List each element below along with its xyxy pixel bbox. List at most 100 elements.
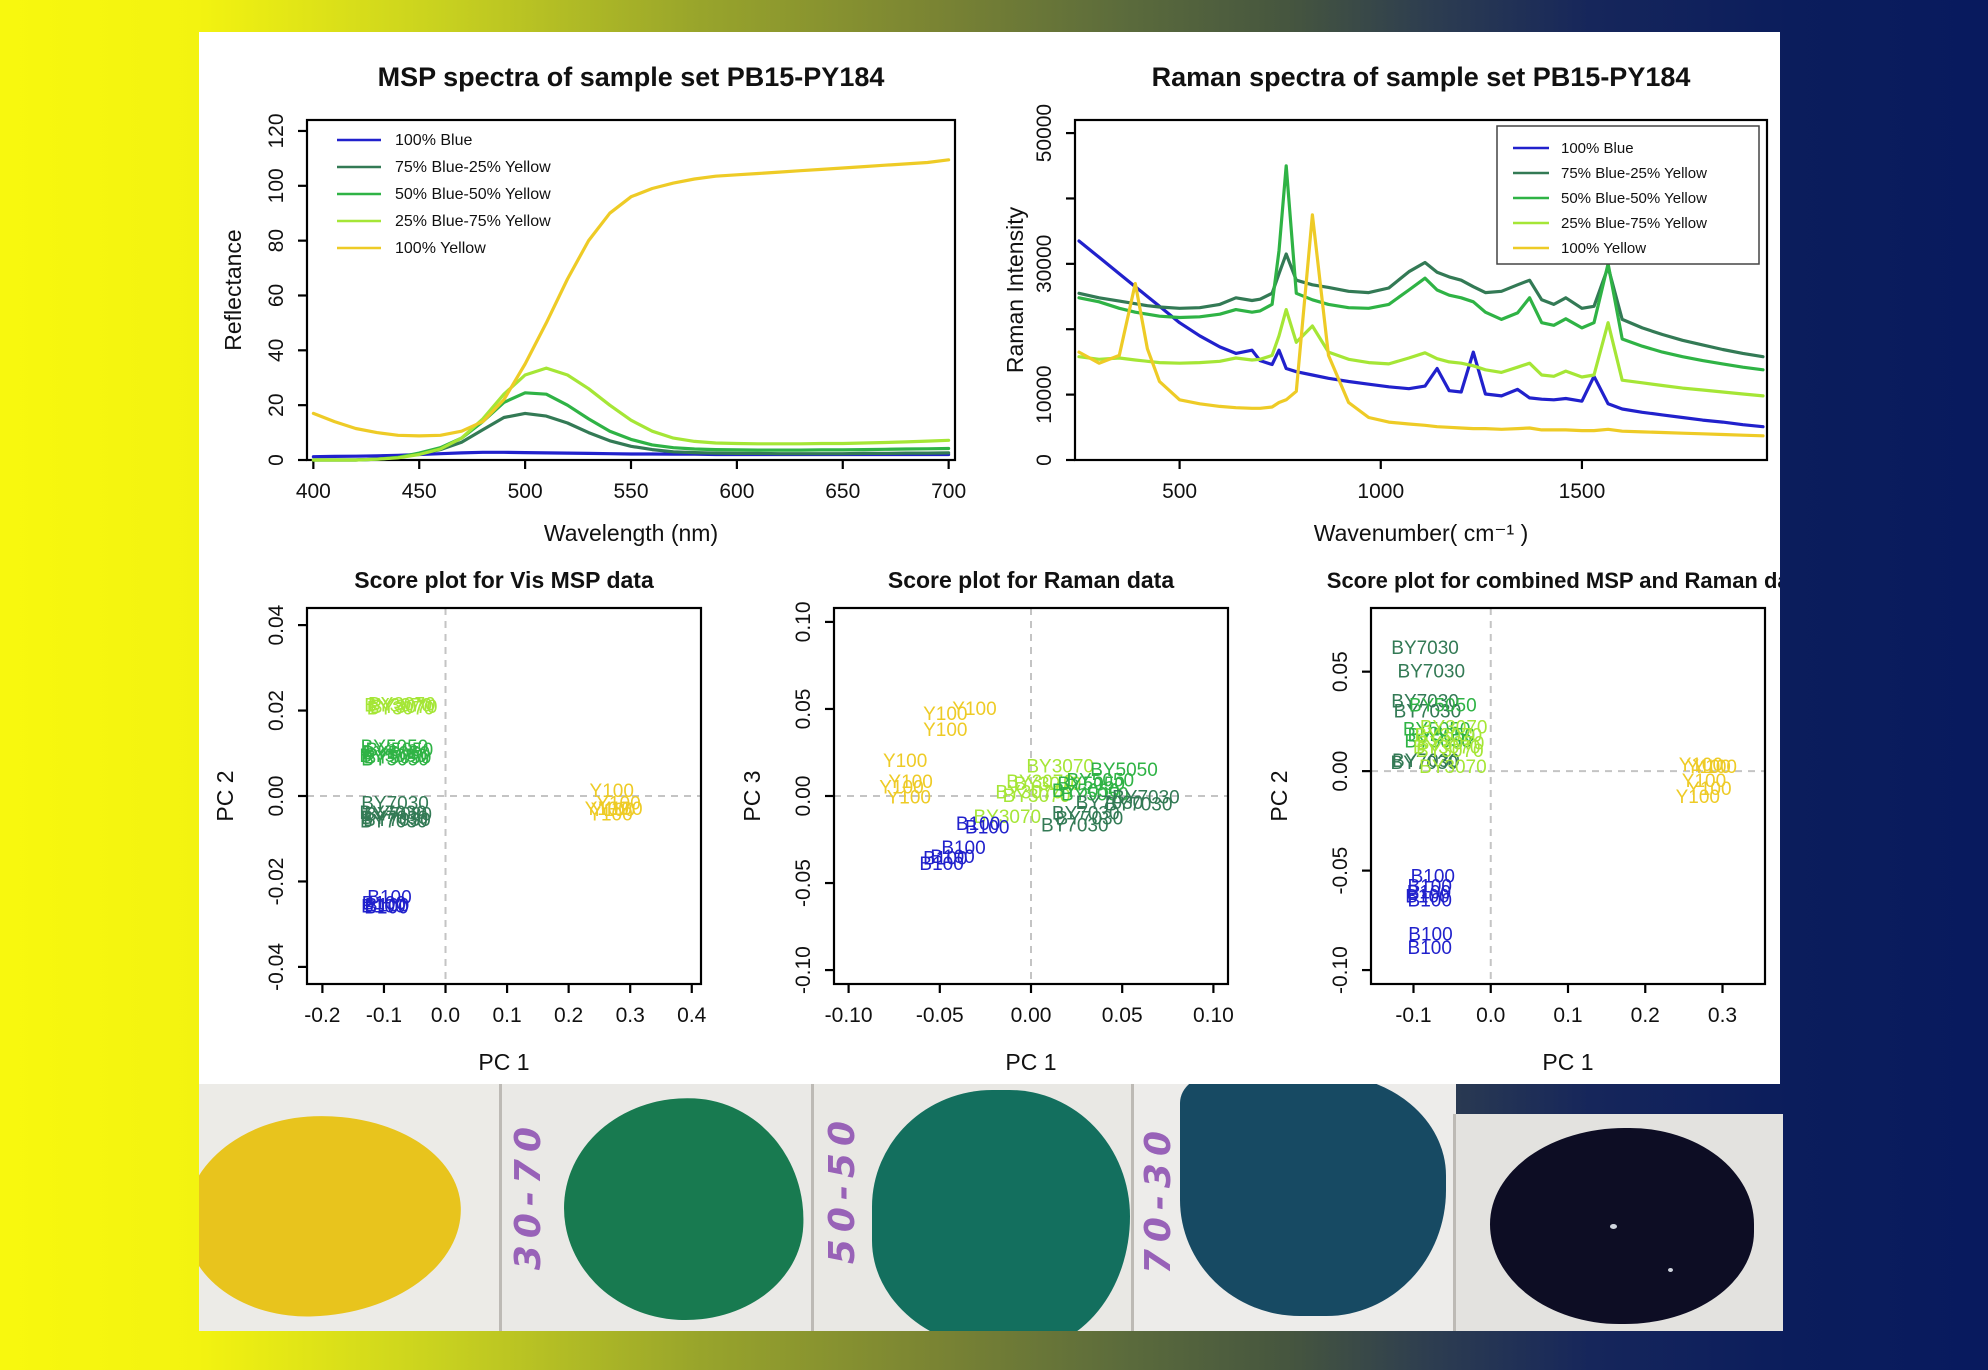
y-tick-label: -0.05	[1329, 847, 1352, 895]
x-tick-label: 1500	[1559, 480, 1606, 503]
score-label-by5050: BY5050	[1409, 695, 1477, 716]
x-tick-label: 0.0	[1476, 1004, 1505, 1027]
y-tick-label: 0	[1033, 454, 1056, 466]
y-tick-label: 0.00	[792, 776, 815, 817]
score-label-by7030: BY7030	[364, 804, 432, 825]
score-label-y100: Y100	[598, 799, 642, 820]
score-label-y100: Y100	[1682, 771, 1726, 792]
x-tick-label: 650	[825, 480, 860, 503]
score-label-b100: B100	[1405, 886, 1449, 907]
score-label-b100: B100	[1408, 890, 1452, 911]
score-label-by3070: BY3070	[370, 697, 438, 718]
score-label-by5050: BY5050	[364, 748, 432, 769]
handwritten-label-30-70: 30-70	[508, 1120, 549, 1271]
y-tick-label: 80	[265, 229, 288, 252]
score-label-by3070: BY3070	[1414, 725, 1482, 746]
score-label-by5050: BY5050	[1403, 719, 1471, 740]
raman-spectra-chart: Raman spectra of sample set PB15-PY184 50…	[1002, 62, 1769, 546]
x-tick-label: 700	[931, 480, 966, 503]
score-label-b100: B100	[361, 897, 405, 918]
chart-title: Score plot for combined MSP and Raman da…	[1327, 568, 1780, 593]
y-tick-label: -0.05	[792, 859, 815, 907]
score-combined-chart: Score plot for combined MSP and Raman da…	[1266, 568, 1780, 1075]
score-label-by7030: BY7030	[1041, 816, 1109, 837]
score-label-by5050: BY5050	[1052, 781, 1120, 802]
score-label-b100: B100	[1408, 938, 1452, 959]
y-tick-label: 20	[265, 393, 288, 416]
score-label-y100: Y100	[952, 699, 996, 720]
x-tick-label: 0.00	[1011, 1004, 1052, 1027]
x-axis-title: Wavelength (nm)	[544, 520, 718, 546]
x-tick-label: 0.4	[677, 1004, 707, 1027]
dark-teal-paint-blob	[1180, 1084, 1446, 1316]
chart-title: Raman spectra of sample set PB15-PY184	[1152, 62, 1691, 92]
score-label-by7030: BY7030	[1391, 692, 1459, 713]
y-tick-label: 0	[265, 454, 288, 466]
chart-title: Score plot for Raman data	[888, 567, 1174, 593]
x-tick-label: 600	[719, 480, 754, 503]
y-tick-label: 0.05	[792, 689, 815, 730]
yellow-paint-blob	[199, 1111, 465, 1321]
score-label-by7030: BY7030	[1391, 638, 1459, 659]
score-label-by7030: BY7030	[1052, 803, 1120, 824]
score-label-by3070: BY3070	[1413, 737, 1481, 758]
score-label-b100: B100	[1408, 877, 1452, 898]
handwritten-label-70-30: 70-30	[1138, 1124, 1179, 1275]
y-tick-label: 30000	[1033, 235, 1056, 293]
y-tick-label: 120	[265, 113, 288, 148]
score-label-by3070: BY3070	[367, 698, 435, 719]
score-label-by7030: BY7030	[1394, 701, 1462, 722]
score-label-y100: Y100	[923, 704, 967, 725]
x-tick-label: 0.0	[431, 1004, 460, 1027]
y-tick-label: 60	[265, 284, 288, 307]
charts-panel: MSP spectra of sample set PB15-PY184 400 4…	[199, 32, 1780, 1084]
score-label-b100: B100	[941, 838, 985, 859]
handwritten-label-50-50: 50-50	[822, 1114, 863, 1265]
score-label-y100: Y100	[588, 804, 632, 825]
y-tick-label: -0.10	[1329, 946, 1352, 994]
x-tick-label: 0.2	[554, 1004, 583, 1027]
score-label-by5050: BY5050	[359, 746, 427, 767]
x-axis-title: PC 1	[1005, 1049, 1056, 1075]
y-axis-title: PC 2	[212, 770, 238, 821]
series-line-25-blue-75-yellow	[311, 366, 951, 462]
score-label-by3070: BY3070	[1003, 786, 1071, 807]
score-label-by3070: BY3070	[1417, 733, 1485, 754]
legend-label: 25% Blue-75% Yellow	[395, 213, 551, 230]
x-tick-label: 0.1	[1553, 1004, 1582, 1027]
score-label-by3070: BY3070	[973, 807, 1041, 828]
score-label-by5050: BY5050	[1057, 774, 1125, 795]
score-label-by5050: BY5050	[361, 737, 429, 758]
score-label-y100: Y100	[1679, 755, 1723, 776]
score-label-b100: B100	[923, 849, 967, 870]
x-tick-label: 500	[1162, 480, 1197, 503]
paint-fleck	[1610, 1224, 1617, 1229]
x-tick-label: -0.05	[916, 1004, 964, 1027]
score-label-y100: Y100	[1687, 779, 1731, 800]
series-line-100-blue	[1077, 239, 1765, 429]
sample-slide-teal-green: 50-50	[811, 1084, 1134, 1331]
y-tick-label: 0.10	[792, 601, 815, 642]
legend-label: 25% Blue-75% Yellow	[1561, 215, 1707, 232]
sample-slide-yellow	[199, 1084, 499, 1331]
x-axis-title: PC 1	[478, 1049, 529, 1075]
sample-slide-dark-teal: 70-30	[1131, 1084, 1456, 1331]
series-line-50-blue-50-yellow	[311, 391, 951, 462]
sample-slide-dark-blue	[1453, 1114, 1783, 1331]
y-tick-label: 50000	[1033, 104, 1056, 162]
y-tick-label: -0.10	[792, 946, 815, 994]
score-label-y100: Y100	[590, 781, 634, 802]
x-tick-label: 0.3	[616, 1004, 645, 1027]
score-label-b100: B100	[1407, 882, 1451, 903]
score-label-y100: Y100	[887, 788, 931, 809]
series-line-50-blue-50-yellow	[1077, 164, 1765, 372]
score-label-by5050: BY5050	[1061, 784, 1129, 805]
x-tick-label: -0.1	[1395, 1004, 1431, 1027]
score-label-b100: B100	[365, 895, 409, 916]
teal-paint-blob	[872, 1090, 1130, 1331]
score-label-by7030: BY7030	[360, 812, 428, 833]
score-label-y100: Y100	[888, 772, 932, 793]
score-label-y100: Y100	[591, 800, 635, 821]
legend-label: 100% Yellow	[395, 240, 486, 257]
x-tick-label: 0.2	[1631, 1004, 1660, 1027]
